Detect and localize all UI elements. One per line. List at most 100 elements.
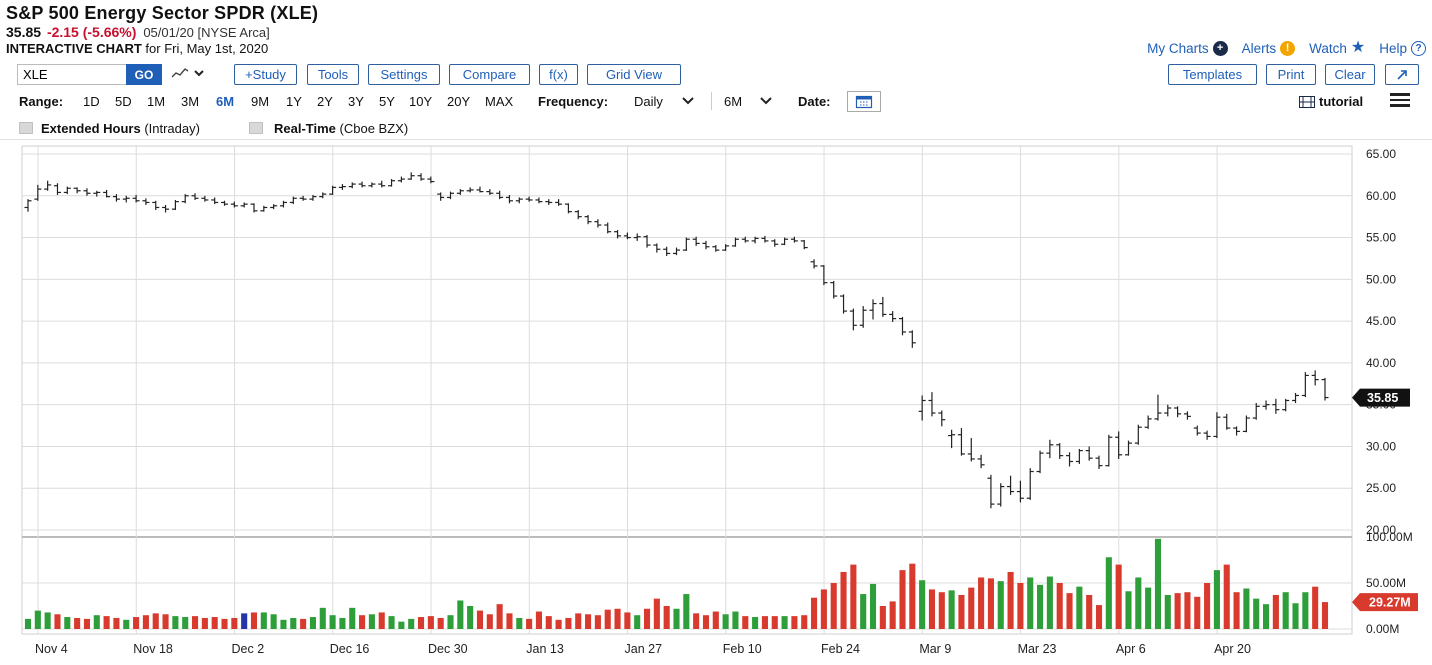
volume-bar <box>585 614 592 629</box>
range-6m[interactable]: 6M <box>216 94 235 109</box>
last-price-marker <box>1352 388 1410 407</box>
volume-bar <box>1253 598 1260 629</box>
volume-bar <box>575 613 582 629</box>
volume-bar <box>1223 564 1230 629</box>
volume-bar <box>1302 592 1309 629</box>
range-9m[interactable]: 9M <box>251 94 270 109</box>
range-1y[interactable]: 1Y <box>286 94 302 109</box>
frequency-select[interactable]: Daily <box>634 94 663 109</box>
x-tick-label: Dec 16 <box>330 642 370 656</box>
range-3m[interactable]: 3M <box>181 94 200 109</box>
my-charts-link[interactable]: My Charts + <box>1147 40 1228 56</box>
extended-hours-checkbox[interactable] <box>19 122 33 134</box>
volume-bar <box>1027 577 1034 629</box>
alerts-label: Alerts <box>1241 40 1277 56</box>
real-time-checkbox[interactable] <box>249 122 263 134</box>
volume-bar <box>1282 592 1289 629</box>
settings-button[interactable]: Settings <box>368 64 440 85</box>
volume-bar <box>368 614 375 629</box>
volume-bar <box>860 594 867 629</box>
volume-bar <box>840 571 847 629</box>
last-price: 35.85 <box>6 24 42 40</box>
volume-bar <box>712 611 719 629</box>
range-1d[interactable]: 1D <box>83 94 100 109</box>
x-tick-label: Jan 27 <box>625 642 663 656</box>
volume-bar <box>280 619 287 629</box>
volume-bar <box>221 618 228 629</box>
volume-bar <box>811 597 818 629</box>
volume-bar <box>634 615 641 629</box>
volume-bar <box>958 594 965 629</box>
range-label: Range: <box>19 94 64 109</box>
symbol-input[interactable] <box>17 64 127 85</box>
volume-bar <box>516 617 523 629</box>
chart-type-dropdown[interactable] <box>170 65 206 84</box>
chevron-down-icon[interactable] <box>682 96 694 106</box>
add-study-button[interactable]: +Study <box>234 64 297 85</box>
volume-bar <box>162 614 169 629</box>
volume-bar <box>1145 587 1152 629</box>
templates-button[interactable]: Templates <box>1168 64 1257 85</box>
quote-line: 35.85 -2.15 (-5.66%) 05/01/20 [NYSE Arca… <box>6 24 270 40</box>
tools-button[interactable]: Tools <box>307 64 359 85</box>
volume-bar <box>1066 593 1073 629</box>
volume-bar <box>643 608 651 629</box>
price-chart[interactable]: 65.0060.0055.0050.0045.0040.0035.0030.00… <box>0 142 1432 665</box>
grid-view-button[interactable]: Grid View <box>587 64 681 85</box>
x-tick-label: Nov 4 <box>35 642 68 656</box>
alerts-link[interactable]: Alerts ! <box>1242 40 1296 56</box>
volume-bar <box>1174 593 1181 629</box>
range-2y[interactable]: 2Y <box>317 94 333 109</box>
volume-bar <box>594 615 601 629</box>
range-5y[interactable]: 5Y <box>379 94 395 109</box>
price-tick-label: 55.00 <box>1366 231 1396 245</box>
plus-circle-icon: + <box>1212 40 1228 56</box>
function-button[interactable]: f(x) <box>539 64 578 85</box>
range-10y[interactable]: 10Y <box>409 94 433 109</box>
volume-bar <box>889 601 896 629</box>
volume-bar <box>791 616 798 629</box>
volume-bar <box>948 590 955 629</box>
date-picker-button[interactable] <box>847 91 881 112</box>
question-circle-icon: ? <box>1411 40 1426 56</box>
x-tick-label: Dec 2 <box>232 642 265 656</box>
expand-button[interactable] <box>1385 64 1419 85</box>
volume-bar <box>201 617 208 629</box>
hamburger-menu-icon[interactable] <box>1390 93 1410 107</box>
period-select[interactable]: 6M <box>724 94 743 109</box>
print-button[interactable]: Print <box>1266 64 1316 85</box>
volume-bar <box>486 614 493 629</box>
range-max[interactable]: MAX <box>485 94 514 109</box>
volume-bar <box>987 578 994 629</box>
volume-bar <box>545 616 552 629</box>
volume-bar <box>1194 596 1201 629</box>
volume-bar <box>417 617 425 629</box>
tutorial-link[interactable]: tutorial <box>1299 94 1363 109</box>
compare-button[interactable]: Compare <box>449 64 530 85</box>
range-3y[interactable]: 3Y <box>348 94 364 109</box>
volume-bar <box>526 618 533 629</box>
x-tick-label: Jan 13 <box>526 642 564 656</box>
volume-bar <box>899 570 906 629</box>
chart-subtitle: INTERACTIVE CHART for Fri, May 1st, 2020 <box>6 41 268 56</box>
range-1m[interactable]: 1M <box>147 94 166 109</box>
volume-bar <box>830 583 837 629</box>
range-bar: Range: 1D 5D 1M 3M 6M 9M 1Y 2Y 3Y 5Y 10Y… <box>0 91 1432 113</box>
expand-icon <box>1397 69 1407 80</box>
watch-link[interactable]: Watch ★ <box>1309 40 1365 56</box>
go-button[interactable]: GO <box>126 64 162 85</box>
volume-bar <box>300 618 307 629</box>
range-5d[interactable]: 5D <box>115 94 132 109</box>
volume-bar <box>1164 594 1171 629</box>
price-tick-label: 45.00 <box>1366 314 1396 328</box>
clear-button[interactable]: Clear <box>1325 64 1375 85</box>
volume-bar <box>742 616 749 629</box>
volume-bar <box>24 618 32 629</box>
help-label: Help <box>1379 40 1407 56</box>
volume-bar <box>1312 586 1319 629</box>
price-tick-label: 25.00 <box>1366 481 1396 495</box>
range-20y[interactable]: 20Y <box>447 94 471 109</box>
help-link[interactable]: Help ? <box>1379 40 1426 56</box>
chevron-down-icon[interactable] <box>760 96 772 106</box>
volume-bar <box>1243 588 1250 629</box>
